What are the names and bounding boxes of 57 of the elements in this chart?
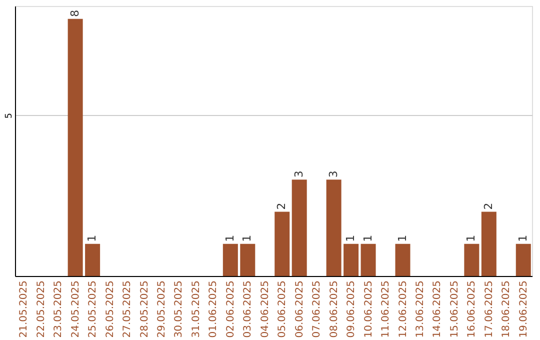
bar	[326, 180, 342, 276]
bar	[395, 244, 410, 276]
x-tick-label: 14.06.2025	[432, 280, 444, 338]
x-tick-label: 03.06.2025	[242, 280, 254, 338]
x-tick-label: 28.05.2025	[139, 280, 150, 338]
bar	[481, 212, 496, 276]
x-tick-label: 24.05.2025	[70, 280, 82, 338]
data-label: 1	[223, 234, 236, 242]
bar	[240, 244, 256, 276]
data-label: 1	[516, 234, 530, 242]
x-tick-label: 23.05.2025	[53, 280, 64, 338]
x-tick-label: 31.05.2025	[190, 280, 202, 338]
data-label: 1	[240, 234, 254, 242]
bar	[516, 244, 531, 276]
data-label: 8	[68, 10, 82, 17]
x-tick-label: 19.06.2025	[518, 280, 530, 338]
bar	[292, 180, 307, 276]
bar	[222, 244, 238, 276]
x-tick-label: 02.06.2025	[225, 280, 236, 338]
x-tick-label: 13.06.2025	[414, 280, 426, 338]
x-tick-label: 18.06.2025	[501, 280, 512, 338]
x-tick-label: 05.06.2025	[277, 280, 288, 338]
bar	[85, 244, 100, 276]
x-tick-label: 21.05.2025	[18, 280, 30, 338]
x-tick-label: 07.06.2025	[312, 280, 323, 338]
data-label: 3	[292, 170, 306, 178]
x-tick-label: 22.05.2025	[36, 280, 47, 338]
data-label: 1	[344, 234, 358, 242]
bar	[68, 18, 83, 276]
x-tick-label: 11.06.2025	[380, 280, 392, 338]
data-label: 1	[396, 234, 409, 242]
x-tick-label: 29.05.2025	[156, 280, 168, 338]
data-label: 2	[482, 202, 495, 210]
x-tick-label: 17.06.2025	[484, 280, 495, 338]
x-tick-label: 25.05.2025	[88, 280, 99, 338]
bar	[360, 244, 376, 276]
bar	[344, 244, 359, 276]
x-tick-label: 01.06.2025	[208, 280, 220, 338]
bar	[274, 212, 290, 276]
data-label: 3	[326, 170, 340, 178]
x-tick-label: 30.05.2025	[174, 280, 185, 338]
data-label: 2	[275, 202, 288, 210]
x-tick-label: 06.06.2025	[294, 280, 306, 338]
data-label: 1	[464, 234, 478, 242]
data-label: 1	[361, 234, 374, 242]
x-tick-label: 16.06.2025	[466, 280, 478, 338]
x-tick-label: 08.06.2025	[328, 280, 340, 338]
x-tick-label: 09.06.2025	[346, 280, 358, 338]
x-tick-label: 10.06.2025	[363, 280, 374, 338]
x-tick-label: 12.06.2025	[398, 280, 409, 338]
x-tick-label: 26.05.2025	[104, 280, 116, 338]
bar	[464, 244, 480, 276]
data-label: 1	[86, 234, 99, 242]
x-tick-label: 15.06.2025	[449, 280, 460, 338]
y-tick-label: 5	[4, 112, 14, 119]
x-tick-label: 04.06.2025	[260, 280, 271, 338]
x-tick-label: 27.05.2025	[122, 280, 134, 338]
